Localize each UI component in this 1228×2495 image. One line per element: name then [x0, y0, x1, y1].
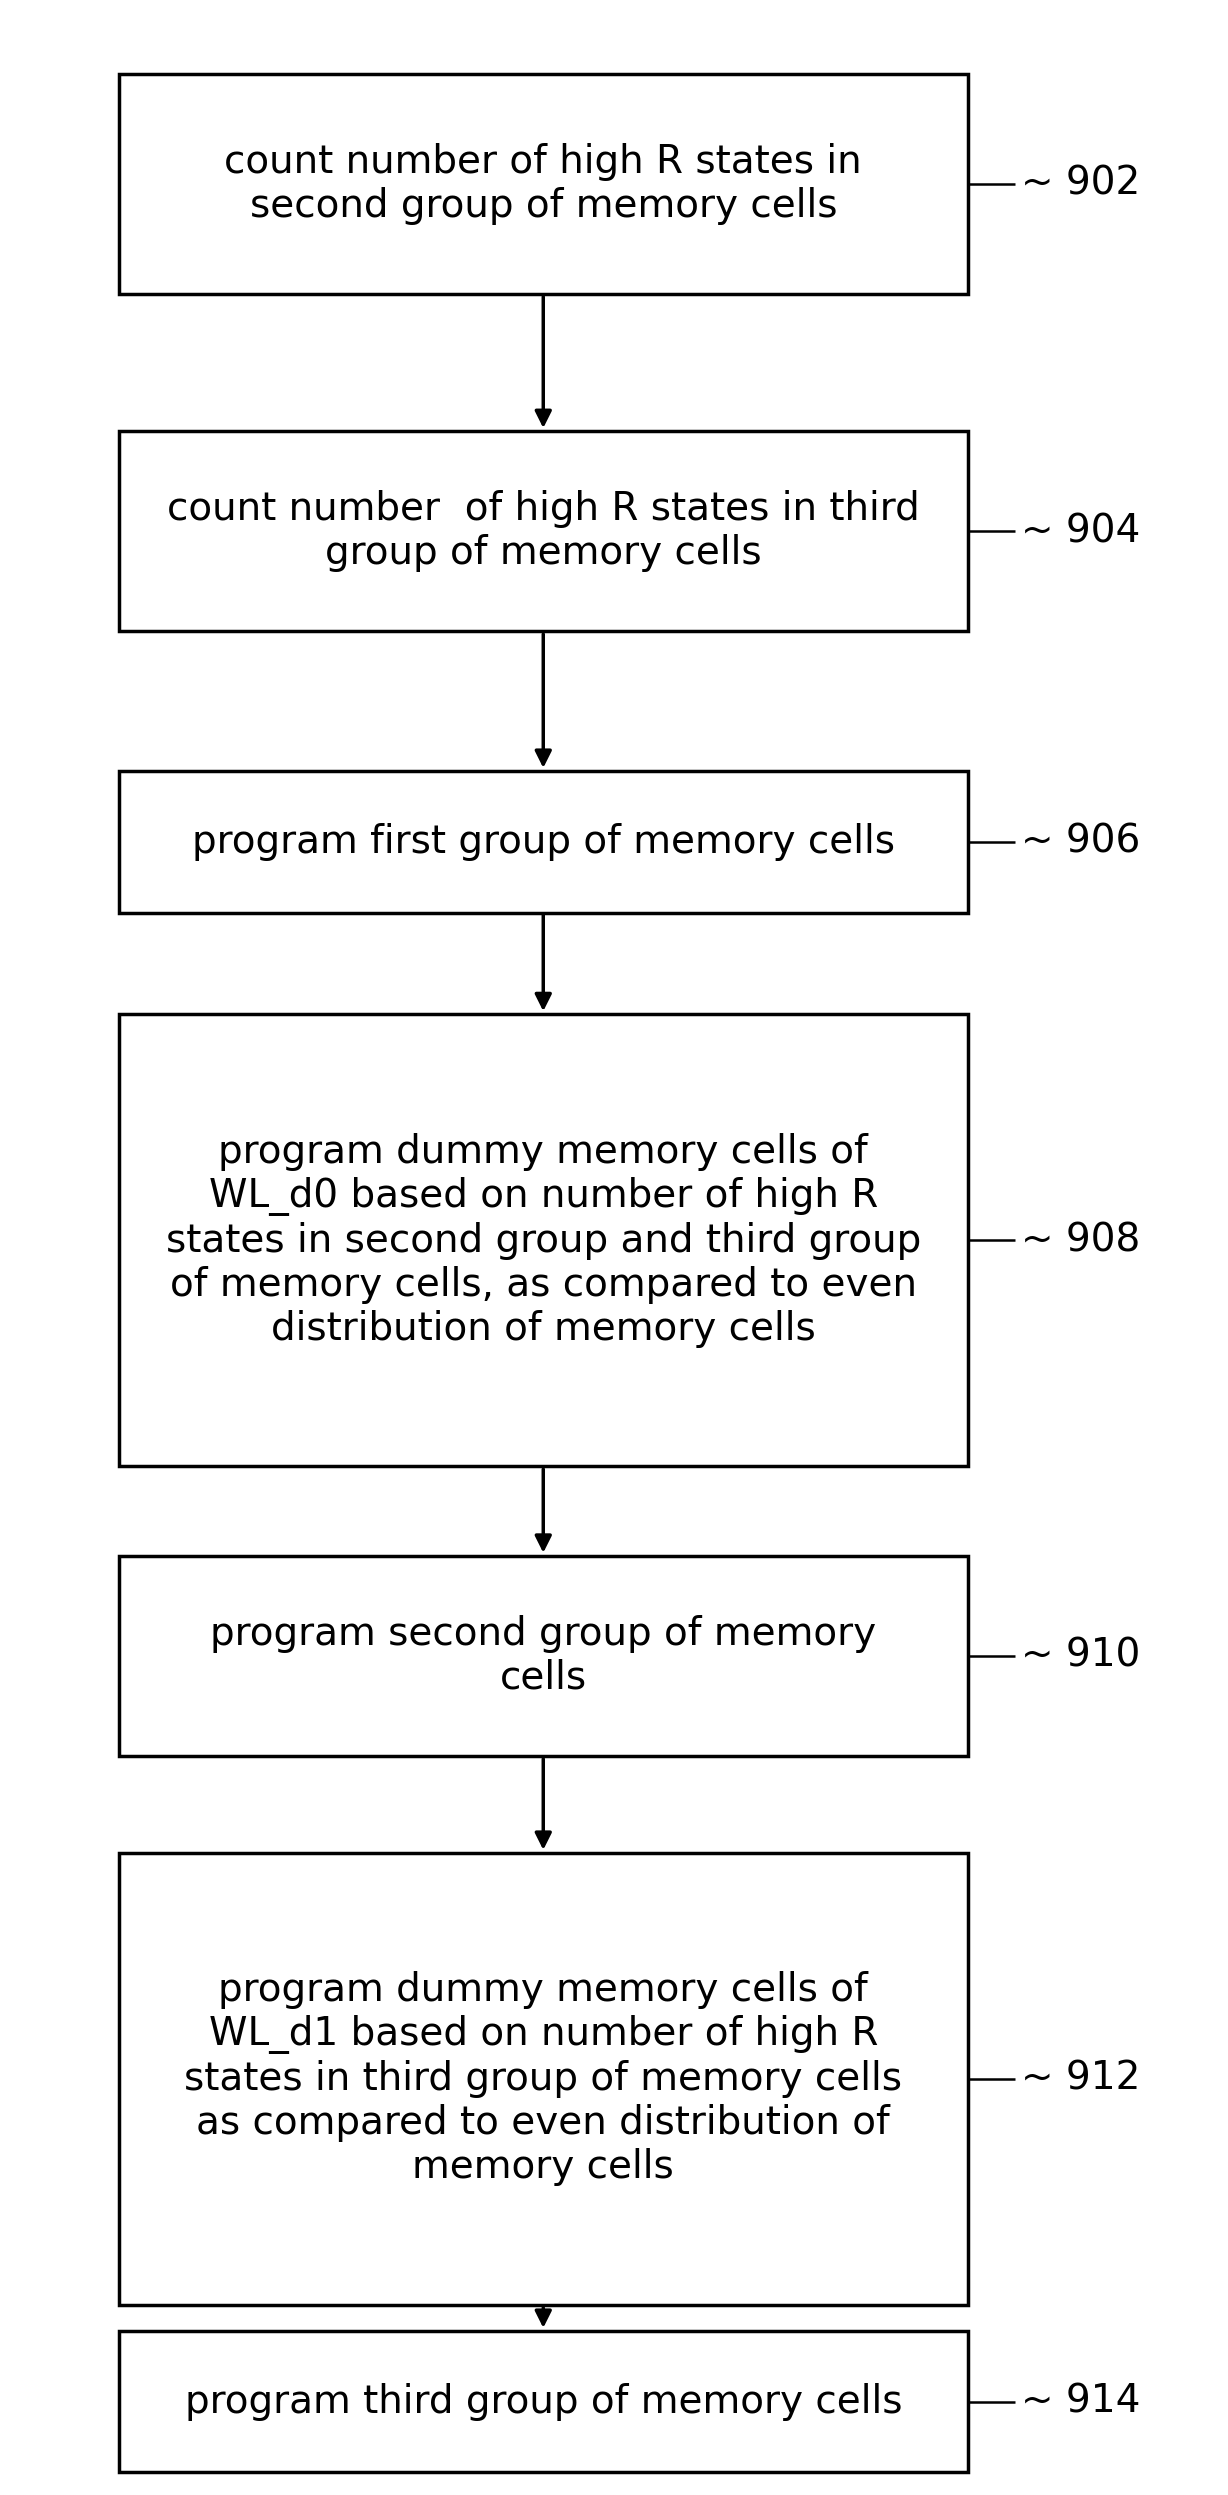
FancyBboxPatch shape [119, 75, 968, 294]
Text: count number  of high R states in third
group of memory cells: count number of high R states in third g… [167, 489, 920, 571]
Text: ~ 902: ~ 902 [1020, 165, 1140, 202]
Text: program dummy memory cells of
WL_d0 based on number of high R
states in second g: program dummy memory cells of WL_d0 base… [166, 1133, 921, 1347]
Text: ~ 912: ~ 912 [1020, 2061, 1140, 2098]
Text: ~ 906: ~ 906 [1020, 823, 1140, 861]
Text: program second group of memory
cells: program second group of memory cells [210, 1614, 877, 1697]
Text: count number of high R states in
second group of memory cells: count number of high R states in second … [225, 142, 862, 225]
Text: ~ 904: ~ 904 [1020, 511, 1140, 549]
Text: program first group of memory cells: program first group of memory cells [192, 823, 895, 861]
FancyBboxPatch shape [119, 1854, 968, 2305]
Text: program third group of memory cells: program third group of memory cells [184, 2383, 903, 2420]
FancyBboxPatch shape [119, 432, 968, 631]
FancyBboxPatch shape [119, 2330, 968, 2473]
Text: ~ 914: ~ 914 [1020, 2383, 1140, 2420]
Text: program dummy memory cells of
WL_d1 based on number of high R
states in third gr: program dummy memory cells of WL_d1 base… [184, 1971, 903, 2186]
Text: ~ 908: ~ 908 [1020, 1220, 1140, 1260]
FancyBboxPatch shape [119, 1554, 968, 1756]
FancyBboxPatch shape [119, 1013, 968, 1467]
Text: ~ 910: ~ 910 [1020, 1637, 1140, 1674]
FancyBboxPatch shape [119, 771, 968, 913]
